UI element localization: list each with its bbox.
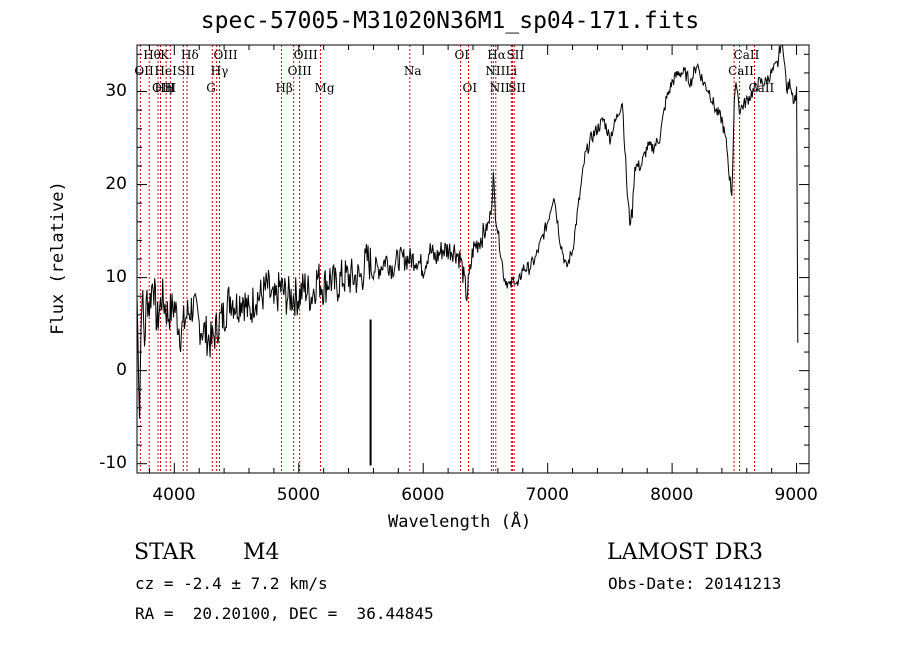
spectral-line-markers [139,45,755,473]
spectral-line-label: Hη [154,81,173,95]
redshift-velocity: cz = -2.4 ± 7.2 km/s [135,574,328,593]
spectral-line-label: H [164,81,175,95]
spectrum-series [136,44,799,466]
y-tick-label: 0 [116,359,127,380]
x-tick-label: 5000 [276,485,321,505]
spectral-line-label: OI [454,48,470,62]
spectral-line-label: NII [489,81,510,95]
spectral-line-label: G [206,81,216,95]
y-tick-label: 20 [105,173,127,194]
spectral-line-label: Hγ [210,64,229,78]
plot-frame [136,44,810,474]
y-tick-label: 10 [105,266,127,287]
spectral-line-label: SII [177,64,195,78]
spectral-line-label: OII [134,64,154,78]
spectral-line-label: OIII [152,81,177,95]
spectral-line-label: Mg [314,81,335,95]
spectral-line-label: HeI [154,64,177,78]
spectral-line-label: K [160,48,170,62]
spectral-line-label: OIII [293,48,318,62]
spectral-line-label: OIII [287,64,312,78]
x-tick-label: 7000 [525,485,569,505]
observation-date: Obs-Date: 20141213 [608,574,782,593]
spectral-line-label: CaII [733,48,760,62]
spectral-line-label: Hδ [181,48,199,62]
axis-ticks [137,45,809,473]
spectral-line-label: Li [505,64,518,78]
spectrum-line [136,44,799,419]
x-tick-label: 4000 [152,485,196,505]
spectral-line-label: CaII [748,81,775,95]
spectral-line-label: OI [462,81,478,95]
spectral-line-label: Na [403,64,422,78]
x-axis-label: Wavelength (Å) [388,512,532,532]
spectral-line-label: SII [508,81,526,95]
x-tick-label: 8000 [650,485,694,505]
spectral-line-label: Hθ [143,48,161,62]
spectral-line-label: Hα [487,48,506,62]
spectral-line-label: CaII [728,64,754,78]
object-class: STAR [134,540,195,565]
spectral-line-label: OIII [213,48,238,62]
x-tick-label: 9000 [774,485,818,505]
object-subclass: M4 [243,540,280,565]
chart-title: spec-57005-M31020N36M1_sp04-171.fits [200,8,700,34]
coordinates: RA = 20.20100, DEC = 36.44845 [135,604,434,623]
y-axis-label: Flux (relative) [48,181,68,335]
y-tick-label: -10 [99,452,127,473]
spectral-line-label: NII [485,64,506,78]
spectral-line-label: SII [506,48,525,62]
survey-name: LAMOST DR3 [607,540,763,565]
x-tick-label: 6000 [401,485,445,505]
y-tick-label: 30 [105,80,127,101]
spectral-line-label: Hβ [275,81,293,95]
